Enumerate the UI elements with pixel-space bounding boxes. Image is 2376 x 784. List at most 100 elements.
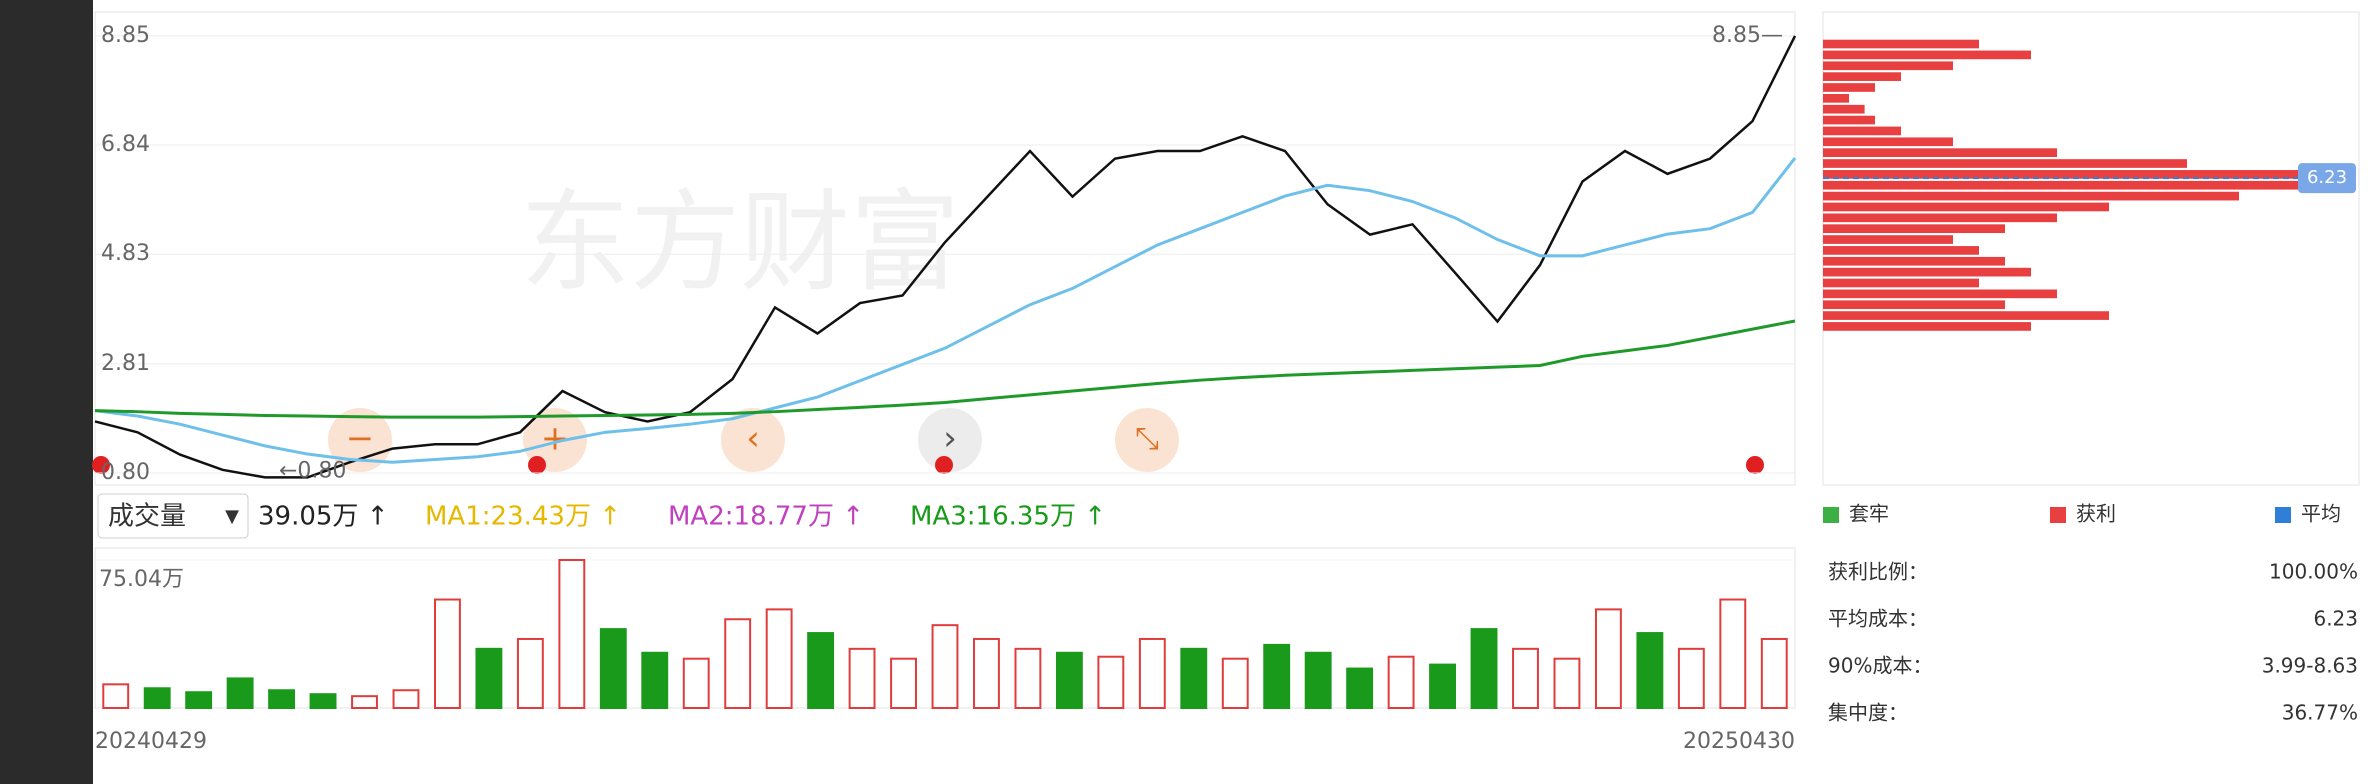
volume-bar <box>226 677 254 709</box>
volume-bar <box>351 695 378 710</box>
chip-bar <box>1823 300 2005 310</box>
volume-bar <box>1055 651 1083 710</box>
volume-bar <box>807 632 835 709</box>
event-dot[interactable] <box>528 456 546 474</box>
indicator-select-label: 成交量 <box>108 502 186 532</box>
legend-swatch <box>2275 507 2291 523</box>
volume-bar <box>1677 647 1705 709</box>
volume-bar <box>1221 657 1249 710</box>
side-strip <box>0 0 93 784</box>
y-tick-label: 0.80 <box>101 460 150 485</box>
chip-bar <box>1823 278 1979 288</box>
volume-ma1: MA1:23.43万 ↑ <box>425 502 621 532</box>
move-right[interactable] <box>918 408 982 472</box>
legend-swatch <box>2050 507 2066 523</box>
y-tick-label: 75.04万 <box>99 567 184 592</box>
stat-value: 3.99-8.63 <box>2262 654 2358 678</box>
move-left[interactable] <box>721 408 785 472</box>
legend-label: 平均 <box>2301 502 2341 526</box>
price-line <box>94 319 1796 419</box>
chip-bar <box>1823 191 2239 201</box>
volume-bar <box>434 598 461 710</box>
volume-bar <box>1553 657 1581 710</box>
volume-bar <box>1097 655 1125 710</box>
y-tick-label: 6.84 <box>101 132 150 157</box>
volume-bar <box>973 637 1000 710</box>
chip-bar <box>1823 148 2057 157</box>
volume-bar <box>392 689 420 709</box>
volume-bar <box>931 624 959 710</box>
stat-label: 获利比例： <box>1828 560 1928 584</box>
chip-bar <box>1823 115 1875 125</box>
chip-bar <box>1823 224 2005 234</box>
chip-bar <box>1823 72 1901 81</box>
event-dot[interactable] <box>1746 456 1764 474</box>
y-tick-label: 2.81 <box>101 351 150 376</box>
volume-bar <box>848 647 876 709</box>
price-line <box>94 157 1797 464</box>
volume-ma3: MA3:16.35万 ↑ <box>910 502 1106 532</box>
volume-bar <box>1346 667 1374 710</box>
zoom-in-icon: + <box>541 419 570 459</box>
chip-bar <box>1823 235 1953 244</box>
move-right-icon: › <box>943 419 957 459</box>
legend-swatch <box>1823 507 1839 523</box>
event-dot[interactable] <box>92 456 110 474</box>
chip-bar <box>1823 50 2031 60</box>
y-tick-label: 8.85 <box>101 23 150 48</box>
chip-bar <box>1823 137 1953 147</box>
volume-bar <box>890 657 917 710</box>
dropdown-arrow: ▼ <box>225 506 239 527</box>
x-tick-label: 20250430 <box>1683 729 1795 754</box>
stat-label: 90%成本： <box>1828 654 1932 678</box>
event-dot[interactable] <box>935 456 953 474</box>
chip-bar <box>1823 213 2057 223</box>
low-marker: ←0.80 <box>279 458 346 483</box>
volume-bar <box>1180 647 1208 709</box>
volume-current: 39.05万 ↑ <box>258 502 388 532</box>
high-marker: 8.85— <box>1712 23 1783 48</box>
volume-bar <box>143 687 171 709</box>
volume-bar <box>516 637 544 710</box>
price-line <box>94 35 1797 479</box>
watermark: 东方财富 <box>520 178 960 306</box>
volume-bar <box>1304 651 1332 710</box>
volume-bar <box>185 691 213 709</box>
chip-bar <box>1823 322 2031 331</box>
volume-bar <box>599 628 627 710</box>
volume-bar <box>475 647 503 709</box>
y-tick-label: 4.83 <box>101 241 150 266</box>
stat-label: 平均成本： <box>1828 607 1928 631</box>
volume-bar <box>1760 637 1788 710</box>
volume-bar <box>1470 628 1498 710</box>
chip-bar <box>1823 267 2031 277</box>
chip-bar <box>1823 94 1849 103</box>
chip-bar <box>1823 289 2057 299</box>
volume-bar <box>724 618 752 709</box>
volume-bar <box>1636 632 1664 709</box>
tool-buttons[interactable]: − + ‹ › ⤡ <box>328 408 1179 472</box>
volume-bar <box>1594 608 1622 709</box>
chip-bar <box>1823 83 1875 92</box>
zoom-in[interactable] <box>523 408 587 472</box>
average-badge <box>2298 163 2356 194</box>
chip-bar <box>1823 159 2187 168</box>
shrink[interactable] <box>1115 408 1179 472</box>
volume-bar <box>1138 637 1166 710</box>
chip-bar <box>1823 126 1901 136</box>
indicator-select[interactable] <box>97 493 249 539</box>
volume-ma2: MA2:18.77万 ↑ <box>668 502 864 532</box>
volume-bar <box>641 651 669 710</box>
zoom-out[interactable] <box>328 408 392 472</box>
average-label: 6.23 <box>2307 167 2347 188</box>
volume-bar <box>558 559 586 709</box>
stat-value: 36.77% <box>2282 701 2358 725</box>
chip-bar <box>1823 39 1979 49</box>
volume-bar <box>1429 663 1456 709</box>
x-tick-label: 20240429 <box>95 729 207 754</box>
chip-bar <box>1823 202 2109 212</box>
volume-bar <box>268 689 296 709</box>
move-left-icon: ‹ <box>746 419 760 459</box>
chip-bar <box>1823 246 1979 255</box>
